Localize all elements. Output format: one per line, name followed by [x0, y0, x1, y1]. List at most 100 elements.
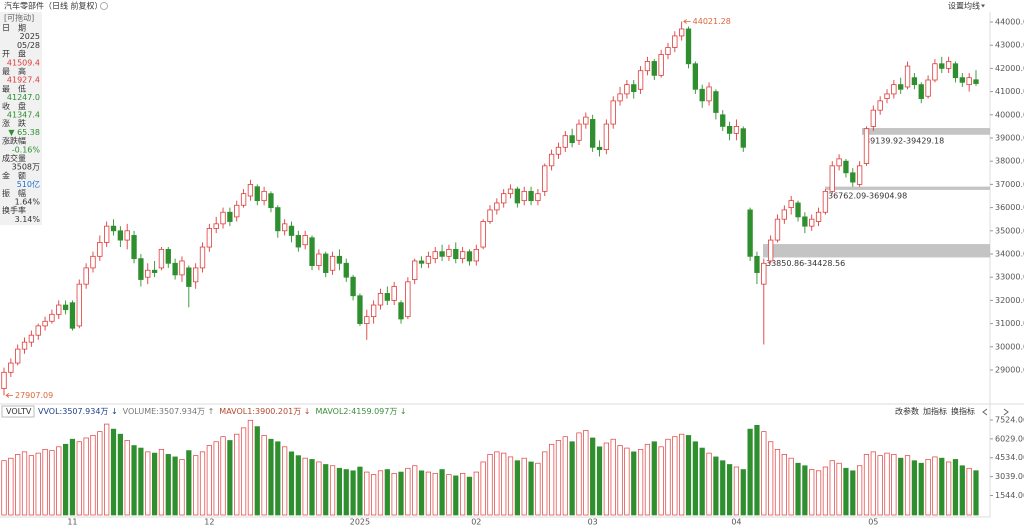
volume-bar [507, 456, 514, 516]
volume-bar [384, 469, 390, 516]
y-tick-label: 33000.00 [995, 273, 1024, 282]
info-value: 41347.4 [7, 111, 40, 120]
indicator-name[interactable]: VOLTV [6, 407, 32, 416]
legend-entry: VVOL:3507.934万 ↓ [38, 407, 118, 416]
candle-body [473, 248, 479, 262]
volume-bar [576, 432, 582, 516]
volume-y-tick-label: 3039.00 [995, 472, 1024, 481]
candle-body [774, 218, 781, 241]
volume-bar [631, 451, 637, 516]
volume-bar [487, 454, 493, 516]
volume-bar [439, 469, 445, 516]
volume-bar [952, 459, 959, 516]
candle-body [459, 251, 466, 260]
y-tick-label: 35000.00 [995, 226, 1024, 235]
candle-body [501, 193, 507, 204]
candle-body [836, 158, 842, 167]
volume-bar [966, 467, 972, 516]
volume-bar [795, 462, 801, 516]
next-button[interactable] [1003, 408, 1009, 416]
candle-body [767, 239, 774, 262]
candle-body [446, 248, 452, 257]
y-tick-label: 38000.00 [995, 157, 1024, 166]
y-tick-label: 32000.00 [995, 296, 1024, 305]
candle-body [199, 246, 206, 269]
candle-body [548, 153, 555, 167]
candle-body [555, 146, 562, 155]
volume-bar [158, 448, 165, 516]
candle-body [281, 223, 288, 232]
candle-body [535, 193, 541, 202]
x-tick-label: 2025 [350, 518, 370, 527]
volume-bar [959, 465, 965, 516]
candle-body [795, 202, 801, 218]
x-tick-label: 02 [471, 518, 481, 527]
prev-button[interactable] [982, 408, 988, 416]
candle-body [815, 211, 822, 222]
candle-body [179, 260, 185, 276]
toolbar-button[interactable]: 改参数 [895, 406, 919, 416]
volume-bar [946, 461, 952, 516]
candle-body [692, 63, 699, 90]
volume-bar [822, 466, 829, 516]
drag-hint[interactable]: [可拖动] [4, 13, 34, 23]
candle-body [268, 193, 274, 209]
help-icon[interactable] [100, 2, 108, 10]
info-label: 涨 跌 [2, 118, 26, 128]
x-tick-label: 11 [67, 518, 77, 527]
volume-bar [781, 454, 787, 516]
candle-body [220, 211, 226, 225]
candle-body [309, 237, 315, 267]
candle-body [62, 304, 69, 311]
volume-bar [240, 427, 247, 516]
volume-bar [371, 474, 377, 516]
volume-bar [480, 461, 486, 516]
volume-bar [391, 472, 397, 516]
volume-bar [460, 472, 466, 516]
toolbar-button[interactable]: 换指标 [951, 406, 975, 416]
candle-body [952, 63, 959, 79]
info-value: -0.16% [12, 145, 41, 154]
volume-bar [494, 451, 500, 516]
volume-bar [199, 451, 206, 516]
candle-body [610, 100, 616, 125]
max-marker-arrow [683, 19, 691, 24]
volume-bar [56, 446, 62, 516]
volume-y-tick-label: 4534.00 [995, 453, 1024, 462]
settings-button[interactable]: 设置均线 [948, 1, 980, 11]
volume-bar [295, 455, 301, 516]
toolbar-button[interactable]: 加指标 [923, 406, 947, 416]
zone-label: 36762.09-36904.98 [828, 191, 907, 200]
candle-body [809, 218, 815, 227]
info-value: 05/28 [17, 41, 40, 50]
dropdown-icon[interactable] [981, 4, 985, 8]
candle-body [391, 286, 397, 301]
candle-body [28, 334, 35, 343]
candle-body [720, 114, 726, 127]
candle-body [870, 109, 876, 127]
info-label: 开 盘 [2, 49, 26, 59]
candle-body [15, 348, 21, 364]
x-tick-label: 12 [204, 518, 214, 527]
volume-bar [1, 460, 7, 516]
x-tick-label: 04 [731, 518, 741, 527]
candle-body [110, 225, 117, 232]
volume-bar [350, 470, 356, 516]
candle-body [925, 79, 931, 97]
volume-bar [261, 435, 267, 516]
candle-body [788, 200, 794, 209]
candle-body [733, 126, 740, 134]
candle-body [398, 302, 404, 320]
candle-body [514, 188, 521, 204]
candle-body [213, 223, 219, 229]
info-label: 振 幅 [2, 188, 26, 198]
y-tick-label: 30000.00 [995, 342, 1024, 351]
volume-bar [973, 470, 979, 516]
volume-bar [42, 448, 48, 516]
volume-bar [548, 443, 555, 516]
zone-label: 39139.92-39429.18 [865, 136, 944, 145]
volume-bar [590, 437, 596, 516]
volume-bar [596, 446, 603, 516]
candle-body [713, 91, 719, 113]
